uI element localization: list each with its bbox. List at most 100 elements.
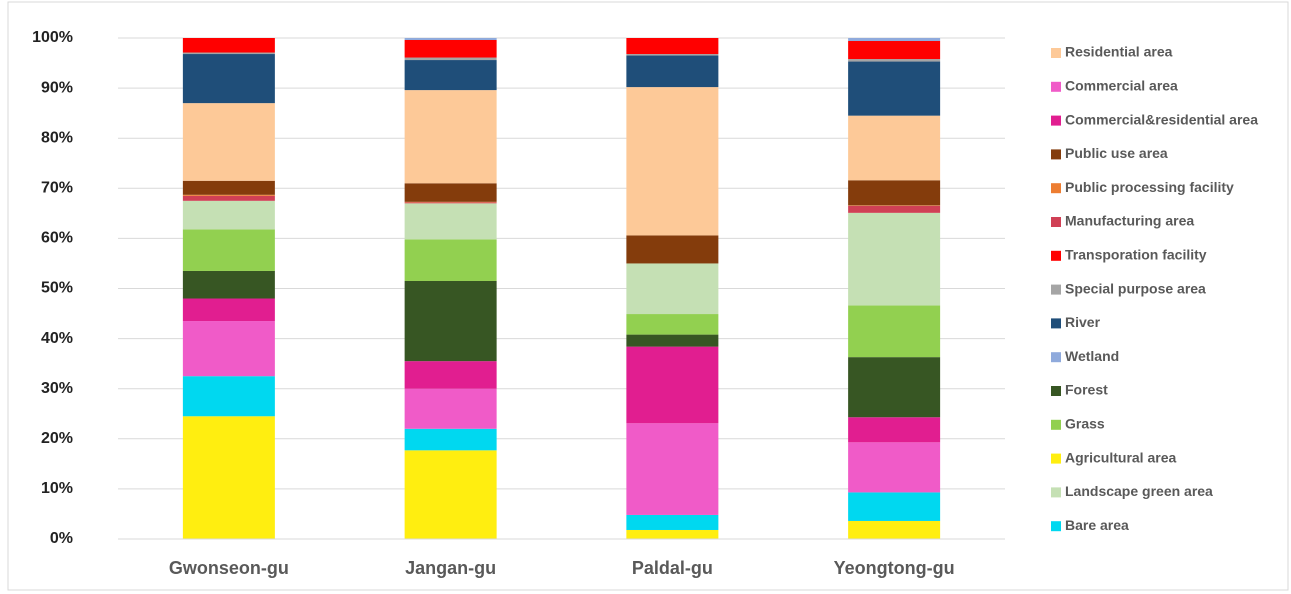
bar-segment	[182, 194, 275, 196]
legend-label: Wetland	[1065, 348, 1119, 364]
bar-segment	[404, 202, 497, 204]
bar-segment	[182, 229, 275, 271]
legend-swatch	[1051, 48, 1061, 58]
bar-segment	[182, 270, 275, 299]
bar-segment	[848, 205, 941, 206]
bar-segment	[404, 203, 497, 240]
bar-segment	[404, 239, 497, 281]
legend-label: Agricultural area	[1065, 449, 1176, 465]
legend-swatch	[1051, 453, 1061, 464]
y-tick-label: 40%	[41, 330, 73, 347]
bar-segment	[404, 183, 497, 202]
y-tick-label: 30%	[41, 380, 73, 397]
legend-swatch	[1051, 183, 1061, 194]
legend-label: Special purpose area	[1065, 280, 1206, 296]
bar-segment	[404, 60, 497, 91]
bar-segment	[404, 280, 497, 362]
bar-segment	[626, 346, 719, 424]
bar-segment	[626, 87, 719, 236]
legend-label: Bare area	[1065, 517, 1129, 533]
bar-segment	[404, 361, 497, 389]
legend-label: Forest	[1065, 382, 1108, 398]
legend-swatch	[1051, 419, 1061, 430]
bar-segment	[404, 57, 497, 61]
legend-label: Residential area	[1065, 44, 1173, 60]
legend-swatch	[1051, 250, 1061, 261]
legend-label: Landscape green area	[1065, 483, 1213, 499]
bar-segment	[626, 235, 719, 264]
bar-segment	[182, 52, 275, 55]
y-tick-label: 20%	[41, 430, 73, 447]
legend-label: River	[1065, 314, 1101, 330]
bar-segment	[848, 492, 941, 521]
bar-segment	[182, 54, 275, 104]
y-tick-label: 90%	[41, 79, 73, 96]
bar-segment	[182, 180, 275, 195]
legend-label: Grass	[1065, 416, 1105, 432]
legend-label: Public use area	[1065, 145, 1168, 161]
y-tick-label: 100%	[32, 29, 73, 46]
bar-segment	[626, 334, 719, 347]
bar-segment	[848, 520, 941, 539]
x-tick-label: Jangan-gu	[405, 558, 496, 578]
legend-swatch	[1051, 487, 1061, 498]
bar-segment	[182, 298, 275, 322]
bar-segment	[182, 195, 275, 201]
bar-segment	[848, 205, 941, 213]
bar-segment	[626, 314, 719, 335]
legend-label: Commercial&residential area	[1065, 111, 1258, 127]
bar-segment	[404, 428, 497, 451]
x-tick-label: Paldal-gu	[632, 558, 713, 578]
legend-swatch	[1051, 521, 1061, 532]
bar-segment	[848, 59, 941, 62]
bar-segment	[848, 357, 941, 418]
bar-segment	[404, 450, 497, 539]
bar-segment	[404, 38, 497, 41]
bar-segment	[848, 212, 941, 306]
bar-segment	[848, 442, 941, 493]
legend-swatch	[1051, 386, 1061, 396]
y-tick-label: 70%	[41, 180, 73, 197]
y-tick-label: 10%	[41, 480, 73, 497]
bar-segment	[848, 115, 941, 181]
y-tick-label: 60%	[41, 230, 73, 247]
bar-segment	[626, 55, 719, 88]
legend-swatch	[1051, 81, 1061, 92]
legend-swatch	[1051, 284, 1061, 295]
legend-swatch	[1051, 149, 1061, 160]
legend-label: Commercial area	[1065, 78, 1178, 94]
bar-segment	[848, 61, 941, 116]
bar-segment	[848, 41, 941, 60]
legend-swatch	[1051, 217, 1061, 227]
bar-segment	[626, 54, 719, 56]
bar-segment	[404, 388, 497, 429]
bar-segment	[626, 263, 719, 315]
x-tick-label: Yeongtong-gu	[834, 558, 955, 578]
legend-label: Transporation facility	[1065, 247, 1207, 263]
bar-segment	[182, 103, 275, 181]
bar-segment	[848, 180, 941, 206]
legend-swatch	[1051, 318, 1061, 329]
bar-segment	[404, 90, 497, 184]
bar-segment	[626, 514, 719, 530]
legend-swatch	[1051, 352, 1061, 363]
y-tick-label: 80%	[41, 129, 73, 146]
bar-segment	[182, 38, 275, 53]
bar-segment	[626, 529, 719, 539]
legend-label: Public processing facility	[1065, 179, 1234, 195]
bar-segment	[182, 200, 275, 230]
bar-segment	[182, 416, 275, 539]
bar-segment	[848, 305, 941, 358]
legend-label: Manufacturing area	[1065, 213, 1194, 229]
x-tick-label: Gwonseon-gu	[169, 558, 289, 578]
bar-segment	[626, 38, 719, 55]
bar-segment	[848, 417, 941, 443]
bar-segment	[404, 201, 497, 203]
legend-swatch	[1051, 115, 1061, 126]
bar-segment	[182, 376, 275, 417]
bar-segment	[848, 38, 941, 42]
y-tick-label: 50%	[41, 280, 73, 297]
y-tick-label: 0%	[50, 530, 73, 547]
bar-segment	[626, 423, 719, 515]
